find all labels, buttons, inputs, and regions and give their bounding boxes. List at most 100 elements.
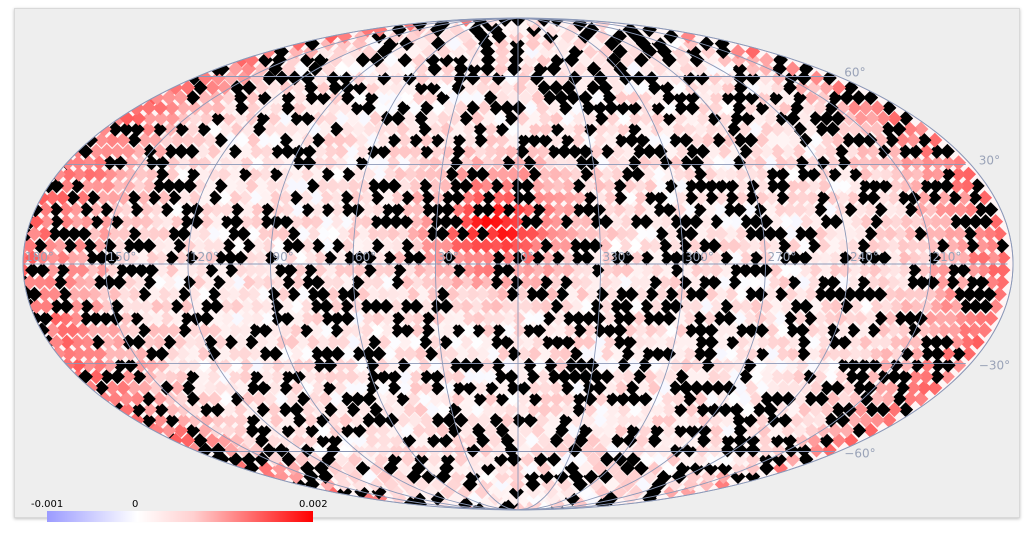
masked-pixel <box>623 286 639 302</box>
map-pixel <box>58 214 74 230</box>
masked-pixel <box>499 100 515 116</box>
masked-pixel <box>695 143 711 159</box>
masked-pixel <box>345 402 361 418</box>
masked-pixel <box>847 166 863 182</box>
map-pixel <box>86 286 102 302</box>
map-pixel <box>288 132 304 148</box>
masked-pixel <box>851 380 867 396</box>
map-pixel <box>731 460 747 476</box>
map-pixel <box>141 100 157 116</box>
map-pixel <box>780 369 796 385</box>
map-pixel <box>716 143 732 159</box>
masked-pixel <box>742 412 758 428</box>
map-pixel <box>81 357 97 373</box>
map-pixel <box>236 346 252 362</box>
masked-pixel <box>657 238 673 254</box>
masked-pixel <box>418 369 434 385</box>
masked-pixel <box>902 310 918 326</box>
masked-pixel <box>339 80 355 96</box>
masked-pixel <box>258 214 274 230</box>
map-pixel <box>409 190 425 206</box>
map-pixel <box>703 121 719 137</box>
map-pixel <box>804 357 820 373</box>
masked-pixel <box>772 286 788 302</box>
map-pixel <box>652 369 668 385</box>
map-pixel <box>104 262 120 278</box>
masked-pixel <box>438 298 454 314</box>
map-pixel <box>482 143 498 159</box>
masked-pixel <box>973 202 989 218</box>
map-pixel <box>647 357 663 373</box>
map-pixel <box>853 110 869 126</box>
masked-pixel <box>546 143 562 159</box>
map-pixel <box>984 274 1000 290</box>
masked-pixel <box>212 132 228 148</box>
mollweide-map[interactable]: 180° 150° 120° 90° 60° 30° 0° 330° 300° 270° 240° 2… <box>15 9 1019 517</box>
masked-pixel <box>505 380 521 396</box>
masked-pixel <box>233 100 249 116</box>
masked-pixel <box>700 380 716 396</box>
map-pixel <box>640 166 656 182</box>
masked-pixel <box>389 322 405 338</box>
masked-pixel <box>154 155 170 171</box>
map-pixel <box>102 346 118 362</box>
map-pixel <box>695 110 711 126</box>
map-pixel <box>494 286 510 302</box>
masked-pixel <box>192 80 208 96</box>
map-pixel <box>236 70 252 86</box>
map-pixel <box>928 214 944 230</box>
map-pixel <box>840 380 856 396</box>
map-pixel <box>438 238 454 254</box>
map-pixel <box>345 226 361 242</box>
masked-pixel <box>717 402 733 418</box>
masked-pixel <box>541 90 557 106</box>
map-pixel <box>495 166 511 182</box>
masked-pixel <box>508 484 524 500</box>
map-pixel <box>318 322 334 338</box>
map-pixel <box>748 369 764 385</box>
masked-pixel <box>758 391 774 407</box>
masked-pixel <box>111 274 127 290</box>
masked-pixel <box>102 155 118 171</box>
map-pixel <box>448 274 464 290</box>
map-pixel <box>256 100 272 116</box>
map-pixel <box>599 262 615 278</box>
masked-pixel <box>171 238 187 254</box>
map-pixel <box>703 286 719 302</box>
map-pixel <box>423 166 439 182</box>
masked-pixel <box>448 214 464 230</box>
map-pixel <box>804 190 820 206</box>
map-pixel <box>659 432 675 448</box>
masked-pixel <box>657 155 673 171</box>
masked-pixel <box>867 178 883 194</box>
masked-pixel <box>611 334 627 350</box>
map-pixel <box>868 298 884 314</box>
map-pixel <box>238 298 254 314</box>
map-pixel <box>205 226 221 242</box>
masked-pixel <box>503 369 519 385</box>
masked-pixel <box>538 274 554 290</box>
map-pixel <box>71 346 87 362</box>
map-pixel <box>469 402 485 418</box>
masked-pixel <box>131 369 147 385</box>
masked-pixel <box>787 250 803 266</box>
masked-pixel <box>567 143 583 159</box>
map-pixel <box>518 274 534 290</box>
masked-pixel <box>745 432 761 448</box>
masked-pixel <box>386 369 402 385</box>
map-pixel <box>358 214 374 230</box>
map-pixel <box>407 334 423 350</box>
map-pixel <box>48 310 64 326</box>
map-pixel <box>570 132 586 148</box>
map-pixel <box>195 166 211 182</box>
masked-pixel <box>929 369 945 385</box>
masked-pixel <box>304 178 320 194</box>
map-pixel <box>734 178 750 194</box>
map-pixel <box>610 143 626 159</box>
masked-pixel <box>386 132 402 148</box>
map-pixel <box>599 250 615 266</box>
map-pixel <box>364 80 380 96</box>
masked-pixel <box>474 226 490 242</box>
map-pixel <box>858 214 874 230</box>
map-pixel <box>164 166 180 182</box>
